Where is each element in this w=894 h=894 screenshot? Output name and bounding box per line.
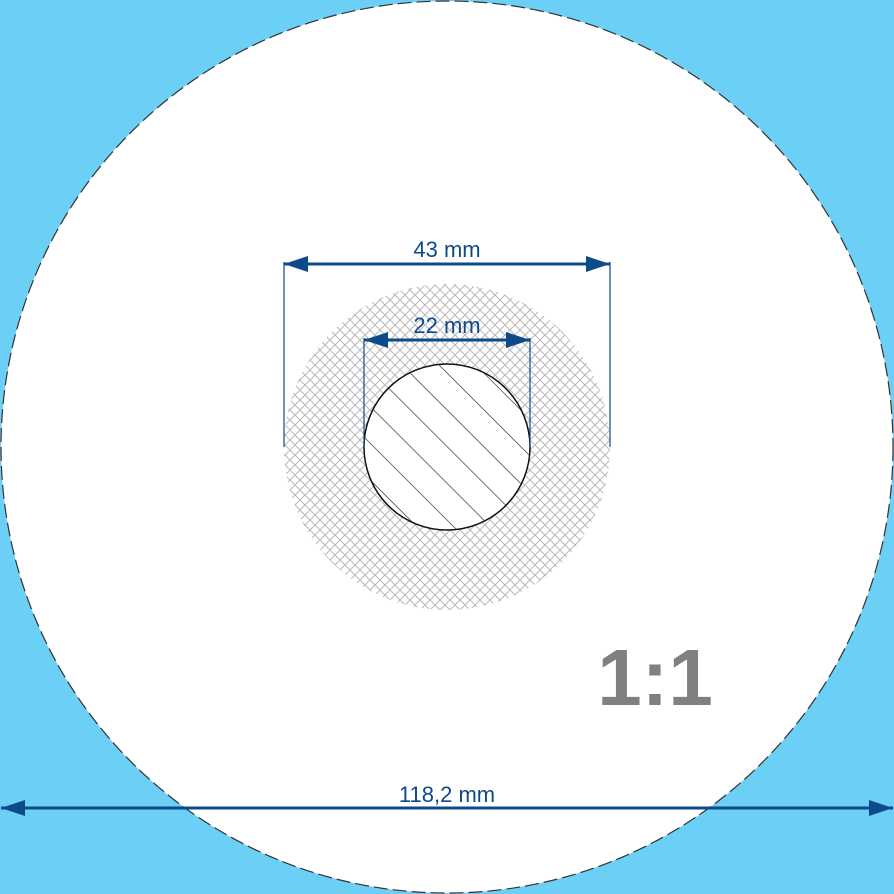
dimension-label-outer: 43 mm — [413, 237, 480, 262]
dimension-label-disc: 118,2 mm — [399, 782, 495, 807]
inner-circle-hatch — [363, 363, 531, 531]
dimension-outer: 43 mm — [283, 237, 611, 447]
dimension-inner: 22 mm — [363, 313, 531, 447]
dimension-disc: 118,2 mm — [1, 782, 893, 816]
dimension-label-inner: 22 mm — [413, 313, 480, 338]
scale-label: 1:1 — [597, 633, 713, 722]
